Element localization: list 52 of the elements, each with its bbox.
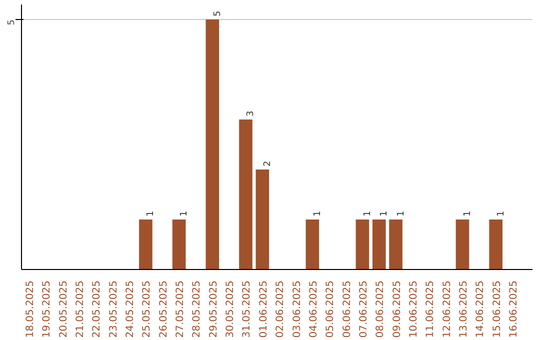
x-tick-label: 13.06.2025 [458, 280, 470, 338]
x-tick-label: 28.05.2025 [192, 280, 203, 338]
bar [239, 120, 252, 270]
x-tick-label: 25.05.2025 [142, 280, 153, 338]
data-label: 1 [180, 210, 190, 216]
bar [489, 220, 502, 270]
x-tick-label: 24.05.2025 [125, 280, 136, 338]
x-tick-label: 30.05.2025 [225, 280, 236, 338]
data-label: 1 [496, 210, 506, 216]
data-label: 3 [246, 110, 256, 116]
data-label: 2 [262, 160, 273, 166]
data-label: 1 [380, 210, 390, 216]
x-tick-label: 12.06.2025 [442, 280, 453, 338]
x-tick-label: 14.06.2025 [475, 280, 486, 338]
bar [172, 220, 186, 270]
bar [389, 220, 402, 270]
bar [139, 220, 152, 270]
x-tick-label: 02.06.2025 [275, 280, 286, 338]
x-tick-label: 27.05.2025 [175, 280, 186, 338]
x-tick-label: 07.06.2025 [358, 280, 370, 338]
x-tick-label: 16.06.2025 [508, 280, 520, 338]
data-label: 1 [362, 210, 373, 216]
x-tick-label: 19.05.2025 [42, 280, 53, 338]
x-tick-label: 06.06.2025 [342, 280, 353, 338]
x-tick-label: 04.06.2025 [308, 280, 320, 338]
data-label: 5 [212, 10, 223, 16]
x-tick-label: 29.05.2025 [208, 280, 220, 338]
x-tick-label: 15.06.2025 [492, 280, 503, 338]
x-tick-label: 18.05.2025 [25, 280, 36, 338]
x-tick-label: 22.05.2025 [92, 280, 103, 338]
x-tick-label: 20.05.2025 [58, 280, 70, 338]
data-label: 1 [312, 210, 323, 216]
bar [306, 220, 320, 270]
bar [206, 20, 220, 270]
x-tick-label: 21.05.2025 [75, 280, 86, 338]
bar [356, 220, 370, 270]
data-label: 1 [146, 210, 156, 216]
x-tick-label: 01.06.2025 [258, 280, 270, 338]
data-label: 1 [396, 210, 406, 216]
x-tick-label: 23.05.2025 [108, 280, 120, 338]
x-tick-label: 03.06.2025 [292, 280, 303, 338]
data-label: 1 [462, 210, 473, 216]
x-tick-label: 10.06.2025 [408, 280, 420, 338]
bar [456, 220, 470, 270]
bar [372, 220, 386, 270]
x-tick-label: 26.05.2025 [158, 280, 170, 338]
x-tick-label: 08.06.2025 [375, 280, 386, 338]
x-tick-label: 05.06.2025 [325, 280, 336, 338]
bar [256, 170, 270, 270]
x-tick-label: 11.06.2025 [425, 280, 436, 338]
x-tick-label: 31.05.2025 [242, 280, 253, 338]
x-tick-label: 09.06.2025 [392, 280, 403, 338]
